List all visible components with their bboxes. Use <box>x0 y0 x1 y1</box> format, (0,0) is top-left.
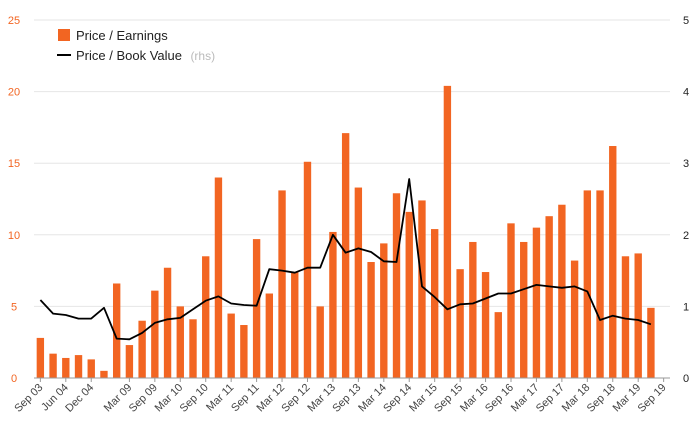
pe-bar <box>392 193 401 378</box>
pe-bar <box>609 146 617 378</box>
legend-label-pb: Price / Book Value (rhs) <box>76 47 215 64</box>
pe-bar <box>125 345 134 378</box>
pe-bar <box>558 204 566 378</box>
x-tick-label: Sep 17 <box>534 382 567 415</box>
right-axis-ticks: 0 1 2 3 4 5 <box>683 15 689 385</box>
x-tick-label: Sep 19 <box>636 382 669 415</box>
right-tick-label: 3 <box>683 158 689 170</box>
pe-bar <box>494 312 502 378</box>
left-tick-label: 15 <box>8 158 20 170</box>
right-tick-label: 1 <box>683 301 689 313</box>
pe-bar <box>532 227 541 378</box>
pe-bar <box>303 161 312 378</box>
pe-bar <box>151 290 159 378</box>
pe-bar <box>74 355 83 378</box>
pe-bar <box>252 239 261 378</box>
left-axis-ticks: 0 5 10 15 20 25 <box>8 15 20 385</box>
pe-bar <box>405 211 413 378</box>
pe-bar <box>583 190 592 378</box>
pb-line <box>39 178 652 341</box>
pe-bar <box>367 262 375 378</box>
right-tick-label: 2 <box>683 230 689 242</box>
legend-label-pb-text: Price / Book Value <box>76 48 182 63</box>
pe-bar <box>227 313 235 378</box>
pe-bar <box>49 353 57 378</box>
pb-line-layer <box>39 178 652 341</box>
x-tick-label: Sep 18 <box>585 382 618 415</box>
left-tick-label: 25 <box>8 15 20 27</box>
x-tick-label: Sep 13 <box>330 382 363 415</box>
right-tick-label: 5 <box>683 15 689 27</box>
legend-swatch-pe <box>58 29 70 41</box>
pe-bar <box>507 223 515 378</box>
pe-bar <box>87 359 95 378</box>
pe-bar <box>176 306 184 378</box>
left-tick-label: 10 <box>8 230 20 242</box>
pe-bar <box>596 190 604 378</box>
pe-bar <box>278 190 286 378</box>
x-tick-label: Sep 16 <box>483 382 516 415</box>
pe-bar <box>36 337 45 378</box>
pe-bar <box>481 272 490 378</box>
pe-bar <box>265 293 274 378</box>
pe-bar <box>469 241 477 378</box>
left-tick-label: 20 <box>8 87 20 99</box>
pe-bar <box>621 256 630 378</box>
pe-bar <box>634 253 642 378</box>
right-tick-label: 4 <box>683 87 689 99</box>
pe-bar <box>443 85 452 378</box>
pe-bar <box>291 272 299 378</box>
pe-bars <box>36 85 655 378</box>
pe-bar <box>341 133 350 378</box>
x-tick-label: Sep 15 <box>432 382 465 415</box>
pe-bar <box>647 307 655 378</box>
pe-bar <box>202 256 210 378</box>
pe-bar <box>430 229 439 378</box>
pe-bar <box>112 283 121 378</box>
x-tick-label: Dec 04 <box>63 382 96 415</box>
pe-bar <box>545 216 553 378</box>
right-tick-label: 0 <box>683 373 689 385</box>
pe-bar <box>138 320 146 378</box>
x-tick-label: Sep 12 <box>279 382 312 415</box>
x-tick-label: Sep 10 <box>178 382 211 415</box>
pe-bar <box>189 319 197 378</box>
left-tick-label: 0 <box>11 373 17 385</box>
pe-bar <box>316 306 324 378</box>
pe-bar <box>380 243 388 378</box>
left-tick-label: 5 <box>11 301 17 313</box>
pe-bar <box>418 200 426 378</box>
legend-label-pb-note: (rhs) <box>190 49 215 63</box>
pe-bar <box>62 357 70 378</box>
pe-bar <box>570 260 579 378</box>
pe-bar <box>163 267 172 378</box>
legend-label-pe: Price / Earnings <box>76 28 168 43</box>
x-tick-label: Sep 14 <box>381 382 414 415</box>
x-tick-label: Sep 03 <box>12 382 45 415</box>
pe-bar <box>456 269 464 378</box>
pe-bar <box>100 370 108 378</box>
pe-bar <box>214 177 223 378</box>
pe-bar <box>354 187 363 378</box>
pe-bar <box>520 241 528 378</box>
legend: Price / Earnings Price / Book Value (rhs… <box>57 28 215 64</box>
pe-bar <box>329 231 337 378</box>
pe-bar <box>240 325 248 378</box>
x-tick-label: Sep 09 <box>127 382 160 415</box>
